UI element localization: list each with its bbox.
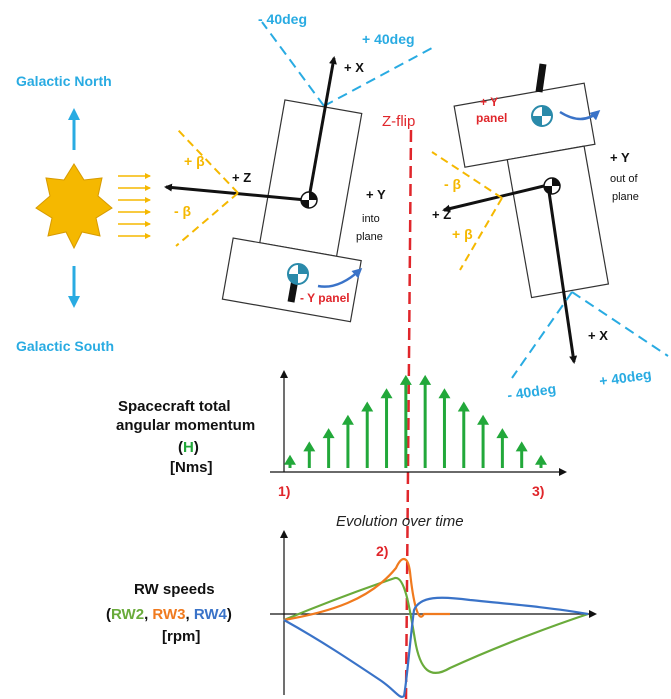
- rw3-curve: [283, 558, 450, 622]
- zflip-line: [404, 129, 413, 699]
- sun-rays: [118, 173, 151, 239]
- right-plus-z-axis: [442, 183, 549, 213]
- right-plus-z-label: + Z: [432, 207, 451, 222]
- left-spacecraft-body: [221, 99, 363, 323]
- momentum-arrow-7: [399, 374, 412, 468]
- left-minus-beta-label: - β: [174, 203, 192, 219]
- rw-legend-close: ): [227, 606, 232, 623]
- left-beta-cone: [175, 129, 239, 247]
- momentum-arrow-8: [419, 374, 432, 468]
- rw-legend-open: (: [106, 606, 111, 623]
- left-plus40-label: + 40deg: [362, 31, 415, 47]
- right-axis-bar: [535, 63, 547, 93]
- momentum-arrow-5: [361, 401, 374, 468]
- left-plus-x-label: + X: [344, 60, 364, 75]
- left-reaction-wheel-icon: [287, 263, 309, 285]
- right-plus-x-label: + X: [588, 328, 608, 343]
- left-plane-label: plane: [356, 231, 383, 243]
- right-plus-y-label: + Y: [610, 150, 630, 165]
- galactic-north-label: Galactic North: [16, 73, 112, 89]
- momentum-units: [Nms]: [170, 459, 213, 476]
- left-panel-label: - Y panel: [300, 291, 350, 305]
- left-plus-x-axis: [307, 56, 337, 199]
- right-center-of-mass-icon: [543, 177, 561, 195]
- right-panel-label-line2: panel: [476, 111, 507, 125]
- rw-flip-label: 2): [376, 543, 388, 559]
- galactic-south-label: Galactic South: [16, 338, 114, 354]
- rw-legend-sep2: ,: [185, 606, 193, 623]
- sun-icon: [35, 163, 113, 250]
- right-minus40-label: - 40deg: [506, 380, 557, 403]
- momentum-arrow-2: [303, 441, 316, 468]
- left-plus-z-label: + Z: [232, 170, 251, 185]
- momentum-chart: [270, 370, 567, 476]
- rw4-curve: [283, 596, 589, 698]
- right-plus-x-axis: [546, 184, 578, 364]
- right-plus40-label: + 40deg: [598, 366, 652, 389]
- left-minus40-label: - 40deg: [258, 11, 307, 27]
- rw-legend: (RW2, RW3, RW4): [106, 606, 232, 623]
- rw2-curve: [283, 576, 589, 674]
- momentum-arrow-14: [535, 454, 547, 468]
- right-minus-beta-label: - β: [444, 176, 462, 192]
- left-wheel-spin-arrow: [317, 267, 363, 288]
- momentum-start-label: 1): [278, 483, 290, 499]
- rw-legend-sep1: ,: [144, 606, 152, 623]
- rw-chart: [270, 530, 597, 698]
- right-wheel-spin-arrow: [559, 110, 601, 121]
- zflip-label: Z-flip: [382, 113, 415, 130]
- right-plus-beta-label: + β: [452, 226, 473, 242]
- left-center-of-mass-icon: [300, 191, 318, 209]
- momentum-arrow-12: [496, 428, 509, 468]
- rw3-legend: RW3: [152, 606, 185, 623]
- momentum-arrow-11: [477, 414, 490, 468]
- left-fov-dashes: [261, 21, 433, 107]
- momentum-title-line1: Spacecraft total: [118, 398, 231, 415]
- left-plus-beta-label: + β: [184, 153, 205, 169]
- momentum-arrow-6: [380, 388, 393, 468]
- momentum-arrow-3: [322, 428, 335, 468]
- rw-units: [rpm]: [162, 628, 200, 645]
- right-fov-dashes: [511, 291, 669, 379]
- evolution-label: Evolution over time: [336, 513, 464, 530]
- momentum-symbol-open: (: [178, 439, 183, 456]
- momentum-arrow-1: [284, 454, 296, 468]
- right-reaction-wheel-icon: [531, 105, 553, 127]
- rw-title: RW speeds: [134, 581, 215, 598]
- right-plane-label: plane: [612, 191, 639, 203]
- momentum-arrow-9: [438, 388, 451, 468]
- right-out-of-label: out of: [610, 173, 638, 185]
- rw2-legend: RW2: [111, 606, 144, 623]
- momentum-bars: [284, 374, 547, 468]
- rw4-legend: RW4: [194, 606, 228, 623]
- left-into-label: into: [362, 213, 380, 225]
- right-beta-cone: [431, 151, 503, 271]
- momentum-title-line2: angular momentum: [116, 417, 255, 434]
- momentum-arrow-13: [515, 441, 528, 468]
- right-spacecraft-body: [453, 82, 610, 299]
- momentum-symbol: (H): [178, 439, 199, 456]
- momentum-arrow-10: [457, 401, 470, 468]
- momentum-symbol-h: H: [183, 439, 194, 456]
- momentum-end-label: 3): [532, 483, 544, 499]
- momentum-symbol-close: ): [194, 439, 199, 456]
- momentum-arrow-4: [341, 414, 354, 468]
- left-plus-y-label: + Y: [366, 187, 386, 202]
- right-panel-label-line1: + Y: [480, 95, 498, 109]
